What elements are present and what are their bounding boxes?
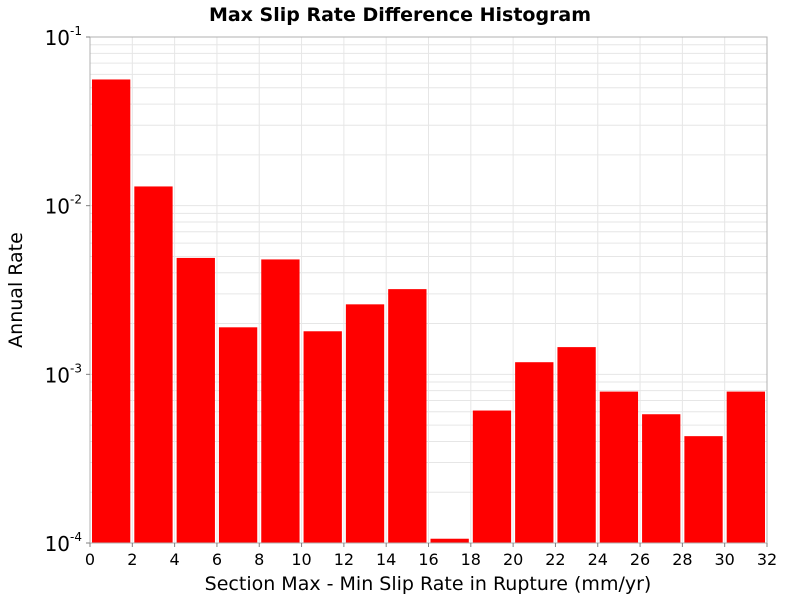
histogram-bar xyxy=(684,436,723,543)
chart-title: Max Slip Rate Difference Histogram xyxy=(209,4,591,26)
y-tick-base: 10 xyxy=(45,195,70,219)
x-tick-label: 4 xyxy=(170,550,180,569)
x-tick-label: 18 xyxy=(461,550,481,569)
x-tick-label: 8 xyxy=(254,550,264,569)
histogram-bar xyxy=(218,327,258,543)
y-tick-exponent: -3 xyxy=(70,361,82,375)
x-ticks-layer: 0 2 4 6 8 10 12 14 16 18 20 22 24 26 28 30 32 xyxy=(85,543,777,569)
histogram-bar xyxy=(726,391,765,543)
y-tick-base: 10 xyxy=(45,363,70,387)
histogram-bar xyxy=(303,331,342,543)
histogram-bar xyxy=(430,538,469,543)
histogram-bar xyxy=(472,410,512,543)
histogram-bar xyxy=(345,304,385,543)
y-tick-exponent: -4 xyxy=(70,530,82,544)
y-ticks-layer: 10-110-210-310-4 xyxy=(45,24,90,556)
x-tick-label: 28 xyxy=(672,550,692,569)
x-tick-label: 30 xyxy=(715,550,735,569)
x-tick-label: 0 xyxy=(85,550,95,569)
y-tick-label: 10-3 xyxy=(45,361,82,387)
x-tick-label: 32 xyxy=(757,550,777,569)
histogram-bar xyxy=(176,257,215,543)
x-tick-label: 22 xyxy=(545,550,565,569)
histogram-bar xyxy=(92,79,131,543)
y-tick-base: 10 xyxy=(45,26,70,50)
y-tick-label: 10-4 xyxy=(45,530,82,556)
y-axis-label: Annual Rate xyxy=(5,232,27,348)
histogram-bar xyxy=(557,347,596,543)
histogram-bar xyxy=(642,414,681,543)
histogram-bar xyxy=(261,259,300,543)
y-tick-exponent: -1 xyxy=(70,24,82,38)
x-tick-label: 12 xyxy=(334,550,354,569)
histogram-bar xyxy=(599,391,639,543)
x-tick-label: 2 xyxy=(127,550,137,569)
x-tick-label: 10 xyxy=(291,550,311,569)
bars-layer xyxy=(92,79,765,543)
y-tick-label: 10-2 xyxy=(45,193,82,219)
x-axis-label: Section Max - Min Slip Rate in Rupture (… xyxy=(205,573,652,595)
histogram-bar xyxy=(515,362,554,543)
histogram-bar xyxy=(388,289,427,543)
x-tick-label: 24 xyxy=(588,550,608,569)
x-tick-label: 16 xyxy=(418,550,438,569)
y-tick-label: 10-1 xyxy=(45,24,82,50)
x-tick-label: 26 xyxy=(630,550,650,569)
x-tick-label: 20 xyxy=(503,550,523,569)
y-tick-exponent: -2 xyxy=(70,193,82,207)
x-tick-label: 14 xyxy=(376,550,396,569)
x-tick-label: 6 xyxy=(212,550,222,569)
y-tick-base: 10 xyxy=(45,532,70,556)
histogram-bar xyxy=(134,186,173,543)
